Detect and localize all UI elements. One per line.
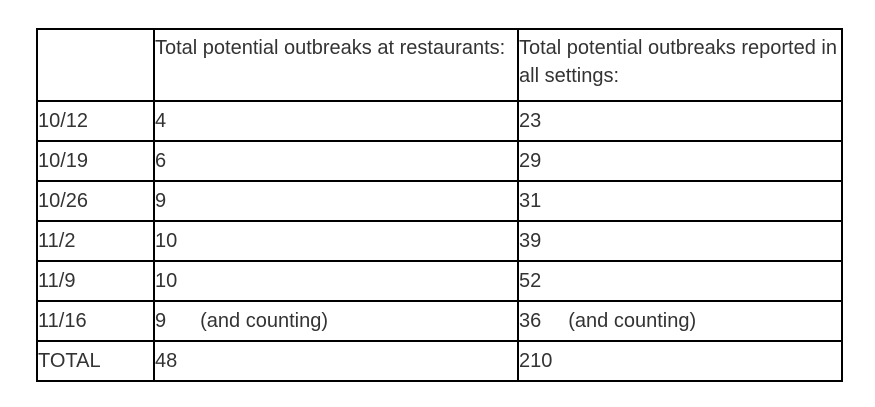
table-total-row: TOTAL 48 210 [36,340,843,382]
row-date: 10/12 [36,100,155,142]
total-all-settings-value: 210 [519,350,553,372]
row-date: 11/9 [36,260,155,302]
row-all-settings: 52 [517,260,843,302]
row-all-settings: 31 [517,180,843,222]
restaurants-value: 10 [155,230,178,252]
restaurants-value: 4 [155,110,167,132]
row-restaurants: 6 [153,140,519,182]
outbreaks-table: Total potential outbreaks at restaurants… [36,28,843,382]
header-restaurants: Total potential outbreaks at restaurants… [153,28,519,102]
restaurants-value: 10 [155,270,178,292]
table-header-row: Total potential outbreaks at restaurants… [36,28,843,102]
table-row: 10/19 6 29 [36,140,843,182]
restaurants-value: 9 [155,310,167,332]
row-restaurants: 10 [153,220,519,262]
row-all-settings: 36 (and counting) [517,300,843,342]
row-restaurants: 10 [153,260,519,302]
row-restaurants: 9 [153,180,519,222]
all-settings-note: (and counting) [568,310,697,332]
row-date: 10/26 [36,180,155,222]
restaurants-value: 9 [155,190,167,212]
total-restaurants: 48 [153,340,519,382]
row-all-settings: 39 [517,220,843,262]
all-settings-value: 29 [519,150,542,172]
table-row: 10/26 9 31 [36,180,843,222]
total-all-settings: 210 [517,340,843,382]
all-settings-value: 39 [519,230,542,252]
all-settings-value: 36 [519,310,542,332]
table-row: 11/16 9 (and counting) 36 (and counting) [36,300,843,342]
table-row: 11/2 10 39 [36,220,843,262]
total-restaurants-value: 48 [155,350,178,372]
row-all-settings: 23 [517,100,843,142]
row-all-settings: 29 [517,140,843,182]
restaurants-value: 6 [155,150,167,172]
row-date: 10/19 [36,140,155,182]
all-settings-value: 31 [519,190,542,212]
all-settings-value: 52 [519,270,542,292]
header-all-settings: Total potential outbreaks reported in al… [517,28,843,102]
row-date: 11/16 [36,300,155,342]
row-date: 11/2 [36,220,155,262]
restaurants-note: (and counting) [200,310,328,332]
all-settings-value: 23 [519,110,542,132]
table-row: 10/12 4 23 [36,100,843,142]
table-row: 11/9 10 52 [36,260,843,302]
row-restaurants: 4 [153,100,519,142]
total-label: TOTAL [36,340,155,382]
header-date [36,28,155,102]
row-restaurants: 9 (and counting) [153,300,519,342]
